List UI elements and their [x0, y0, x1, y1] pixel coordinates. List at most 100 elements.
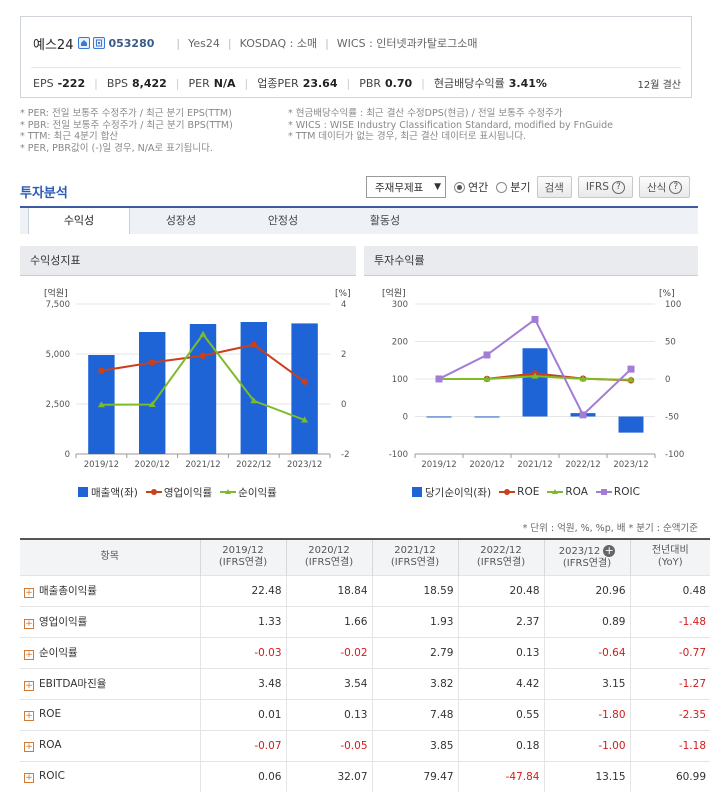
row-label-cell[interactable]: + 순이익률 — [20, 636, 200, 668]
table-row: + 순이익률 -0.03 -0.02 2.79 0.13 -0.64 -0.77 — [20, 636, 710, 668]
legend-label: 매출액(좌) — [91, 486, 138, 499]
expand-plus-icon[interactable]: + — [24, 619, 34, 629]
column-header: 전년대비 (YoY) — [629, 538, 710, 575]
legend-item-roic[interactable]: ROIC — [595, 486, 640, 498]
table-cell: -1.27 — [629, 667, 710, 699]
table-cell: 0.55 — [457, 698, 544, 730]
column-header: 2021/12 (IFRS연결) — [371, 538, 458, 575]
legend-item-operating-margin[interactable]: 영업이익률 — [145, 485, 212, 500]
data-point — [483, 351, 491, 359]
controls-bar: 주재무제표 ▼ 연간 분기 검색 IFRS? 산식? — [366, 176, 691, 198]
tab-stability[interactable]: 안정성 — [267, 214, 299, 227]
table-cell: 0.89 — [543, 605, 630, 637]
legend-item-sales[interactable]: 매출액(좌) — [78, 485, 138, 500]
data-point — [301, 378, 308, 385]
bar — [291, 323, 318, 454]
x-tick-label: 2020/12 — [135, 460, 170, 470]
footnote: * PER: 전일 보통주 수정주가 / 최근 분기 EPS(TTM) — [20, 108, 232, 119]
expand-plus-icon[interactable]: + — [24, 650, 34, 660]
legend-swatch-line — [547, 489, 564, 494]
y2-tick-label: 4 — [341, 300, 346, 310]
tab-profitability[interactable]: 수익성 — [28, 208, 130, 234]
ifrs-help-button[interactable]: IFRS? — [577, 176, 633, 198]
legend-item-roa[interactable]: ROA — [547, 486, 588, 498]
tab-growth[interactable]: 성장성 — [165, 214, 197, 227]
table-cell: 3.15 — [543, 667, 630, 699]
legend-item-roe[interactable]: ROE — [499, 486, 539, 498]
data-point — [199, 352, 207, 359]
legend-label: ROE — [517, 486, 540, 498]
table-cell: 32.07 — [285, 760, 372, 792]
row-label-cell[interactable]: + ROA — [20, 729, 200, 761]
expand-plus-icon[interactable]: + — [603, 543, 616, 557]
market-sector: KOSDAQ : 소매 — [239, 37, 318, 50]
y-tick-label: 7,500 — [46, 300, 70, 310]
expand-plus-icon[interactable]: + — [24, 681, 34, 691]
y-tick-label: 200 — [392, 338, 408, 348]
y-tick-label: 300 — [392, 300, 408, 310]
table-row: + 영업이익률 1.33 1.66 1.93 2.37 0.89 -1.48 — [20, 605, 710, 637]
x-tick-label: 2021/12 — [517, 460, 552, 470]
expand-plus-icon[interactable]: + — [24, 742, 34, 752]
building-icon[interactable] — [93, 37, 106, 49]
radio-quarter[interactable] — [496, 181, 508, 193]
table-cell: 3.54 — [285, 667, 372, 699]
metric-industry-per-key: 업종PER — [257, 77, 299, 90]
right-panel-title: 투자수익률 — [364, 246, 698, 276]
data-point — [250, 341, 257, 348]
y-tick-label: -100 — [389, 450, 408, 460]
search-button[interactable]: 검색 — [536, 176, 572, 198]
home-icon[interactable] — [78, 37, 91, 49]
data-point — [149, 359, 156, 366]
row-label-cell[interactable]: + ROE — [20, 698, 200, 730]
data-point — [531, 315, 539, 323]
expand-plus-icon[interactable]: + — [24, 711, 34, 721]
x-tick-label: 2022/12 — [236, 460, 271, 470]
x-tick-label: 2021/12 — [185, 460, 220, 470]
data-point — [98, 367, 105, 374]
x-tick-label: 2023/12 — [613, 460, 648, 470]
row-label-cell[interactable]: + 영업이익률 — [20, 605, 200, 637]
row-label-cell[interactable]: + 매출총이익률 — [20, 574, 200, 606]
legend-item-net-income[interactable]: 당기순이익(좌) — [412, 485, 491, 500]
column-header-sub: (IFRS연결) — [562, 557, 612, 569]
profitability-table: 항목 2019/12 (IFRS연결) 2020/12 (IFRS연결) 2021/12(… — [20, 538, 710, 792]
profitability-chart: [억원] [%] 0 -2 2,500 0 5,000 2 7,500 4 2019/12 2020/… — [44, 287, 351, 470]
radio-annual-label[interactable]: 연간 — [468, 181, 489, 194]
left-panel-title: 수익성지표 — [20, 246, 356, 276]
y-axis-label: [억원] — [44, 287, 68, 299]
table-cell: 3.48 — [199, 667, 286, 699]
formula-help-button[interactable]: 산식? — [638, 176, 691, 198]
row-label: 매출총이익률 — [39, 585, 97, 597]
footnotes-right: * 현금배당수익률 : 최근 결산 수정DPS(현금) / 전일 보통주 수정주… — [288, 108, 613, 143]
table-cell: 60.99 — [629, 760, 710, 792]
row-label: EBITDA마진율 — [39, 678, 107, 690]
footnotes-left: * PER: 전일 보통주 수정주가 / 최근 분기 EPS(TTM) * PB… — [20, 108, 233, 154]
statement-type-select[interactable]: 주재무제표 ▼ — [366, 176, 446, 198]
table-cell: 1.93 — [371, 605, 458, 637]
column-header-label: 전년대비 — [651, 545, 689, 557]
metric-dividend-value: 3.41% — [508, 76, 547, 90]
y2-axis-label: [%] — [659, 289, 675, 299]
legend-item-net-margin[interactable]: 순이익률 — [220, 485, 277, 500]
row-label-cell[interactable]: + ROIC — [20, 760, 200, 792]
expand-plus-icon[interactable]: + — [24, 773, 34, 784]
row-label-cell[interactable]: + EBITDA마진율 — [20, 667, 200, 699]
table-cell: 3.82 — [371, 667, 458, 699]
x-tick-label: 2019/12 — [84, 460, 119, 470]
table-cell: -0.05 — [285, 729, 372, 761]
help-icon: ? — [669, 180, 683, 194]
expand-plus-icon[interactable]: + — [24, 588, 34, 598]
metric-pbr-value: 0.70 — [385, 76, 413, 90]
y2-tick-label: 0 — [341, 400, 346, 410]
statement-type-value: 주재무제표 — [375, 181, 424, 194]
metric-bps-key: BPS — [106, 76, 128, 90]
data-point — [627, 365, 635, 373]
radio-annual[interactable] — [454, 181, 465, 193]
tab-activity[interactable]: 활동성 — [369, 214, 401, 227]
table-cell: 3.85 — [371, 729, 458, 761]
settlement-month: 12월 결산 — [637, 79, 681, 91]
table-cell: 4.42 — [457, 667, 544, 699]
radio-quarter-label[interactable]: 분기 — [510, 181, 531, 194]
y2-tick-label: -100 — [665, 450, 684, 460]
